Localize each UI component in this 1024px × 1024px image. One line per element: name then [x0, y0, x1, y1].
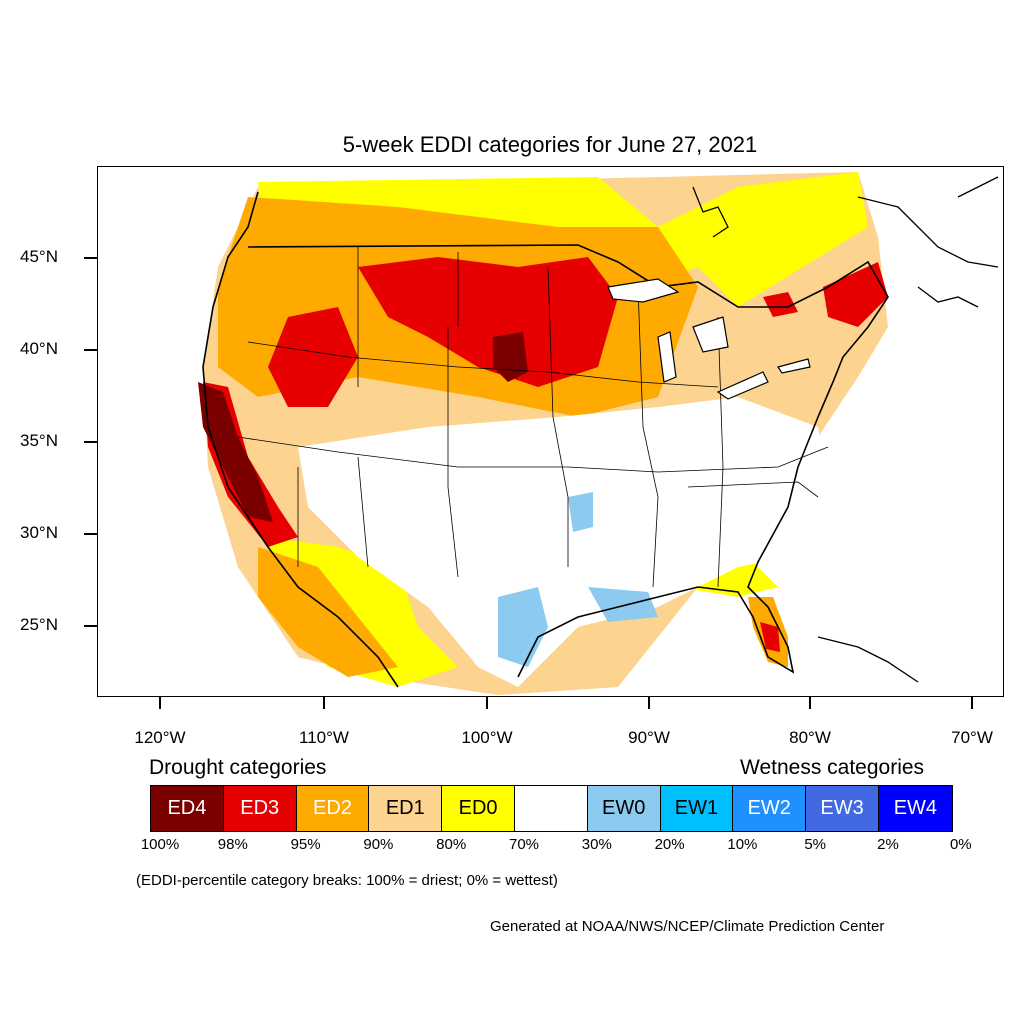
legend-swatch-ew4: EW4	[878, 786, 952, 831]
lat-label-40: 40°N	[20, 339, 58, 358]
lon-label-110: 110°W	[299, 728, 349, 747]
lat-tick-30	[84, 533, 97, 535]
canada-coastlines	[692, 176, 999, 683]
percent-break-label: 95%	[290, 836, 321, 853]
legend-swatch-ed1: ED1	[369, 786, 443, 831]
lat-label-45: 45°N	[20, 247, 58, 266]
legend-swatch-ed0: ED0	[442, 786, 515, 831]
region-ed3-florida	[760, 622, 780, 652]
percent-break-label: 20%	[654, 836, 685, 853]
lon-tick-90	[648, 697, 650, 709]
legend-swatch-ew0: EW0	[587, 786, 661, 831]
category-breaks-note: (EDDI-percentile category breaks: 100% =…	[136, 872, 558, 889]
legend-swatch-normal	[514, 786, 588, 831]
legend-swatch-ed4: ED4	[151, 786, 224, 831]
legend-swatch-ew1: EW1	[660, 786, 734, 831]
lon-label-100: 100°W	[461, 728, 513, 747]
percent-break-label: 2%	[877, 836, 899, 853]
lon-label-80: 80°W	[789, 728, 831, 747]
region-ed3-northwest	[268, 307, 358, 407]
percent-break-label: 10%	[727, 836, 758, 853]
lat-tick-45	[84, 257, 97, 259]
region-ed3-ontario	[763, 292, 798, 317]
percent-break-label: 70%	[508, 836, 540, 853]
lon-label-90: 90°W	[628, 728, 670, 747]
region-ed4-california	[198, 382, 273, 522]
country-outline	[202, 191, 889, 688]
legend-color-bar: ED4 ED3 ED2 ED1 ED0 EW0 EW1 EW2 EW3 EW4	[150, 785, 953, 832]
wetness-categories-heading: Wetness categories	[740, 756, 925, 779]
lat-label-25: 25°N	[20, 615, 58, 634]
great-lakes	[607, 278, 811, 400]
lon-tick-100	[486, 697, 488, 709]
credit-text: Generated at NOAA/NWS/NCEP/Climate Predi…	[490, 918, 885, 935]
percent-break-label: 100%	[140, 836, 180, 853]
map-title: 5-week EDDI categories for June 27, 2021	[342, 132, 758, 157]
lon-label-70: 70°W	[951, 728, 993, 747]
region-ed3-north-plains	[358, 257, 618, 387]
legend-swatch-ew2: EW2	[733, 786, 807, 831]
map-area	[97, 166, 1004, 697]
lon-tick-120	[159, 697, 161, 709]
region-ew0-gulf	[588, 587, 658, 622]
lat-tick-25	[84, 625, 97, 627]
percent-break-label: 98%	[217, 836, 248, 853]
percent-break-label: 80%	[436, 836, 467, 853]
percent-break-label: 30%	[581, 836, 612, 853]
region-ew0-texas	[498, 587, 548, 667]
lon-tick-80	[809, 697, 811, 709]
drought-categories-heading: Drought categories	[149, 756, 327, 779]
lon-label-120: 120°W	[134, 728, 186, 747]
percent-break-label: 5%	[804, 836, 827, 853]
lon-tick-110	[323, 697, 325, 709]
lat-label-30: 30°N	[20, 523, 58, 542]
region-normal	[298, 397, 828, 687]
lat-label-35: 35°N	[20, 431, 58, 450]
eddi-map	[198, 172, 999, 695]
legend-swatch-ed2: ED2	[296, 786, 370, 831]
percent-break-label: 90%	[363, 836, 394, 853]
percent-break-label: 0%	[949, 836, 972, 853]
state-boundaries	[237, 247, 829, 588]
region-ed3-new-england	[823, 262, 888, 327]
lat-tick-40	[84, 349, 97, 351]
lat-tick-35	[84, 441, 97, 443]
lon-tick-70	[971, 697, 973, 709]
legend-swatch-ed3: ED3	[223, 786, 297, 831]
region-ew0-plains	[568, 492, 593, 532]
legend-swatch-ew3: EW3	[806, 786, 879, 831]
